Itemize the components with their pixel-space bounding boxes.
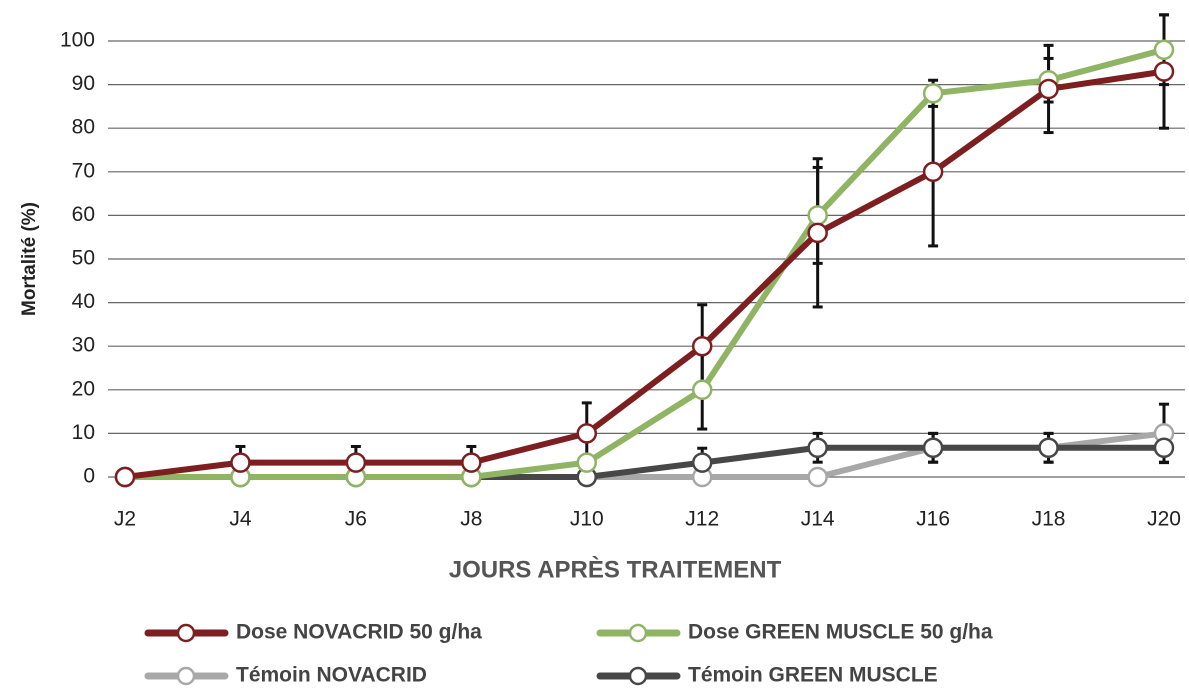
legend-label: Dose GREEN MUSCLE 50 g/ha [688,621,993,644]
point [807,437,828,459]
point [1153,39,1175,60]
x-tick-label: J8 [460,508,482,531]
point [230,452,251,473]
point [345,452,367,473]
x-tick-label: J4 [229,508,252,531]
legend-marker [176,623,196,643]
point [576,452,598,473]
point [807,222,828,244]
point [807,205,828,226]
legend-marker [628,666,648,686]
point [1038,437,1059,459]
legend-label: Dose NOVACRID 50 g/ha [236,621,482,644]
point [576,423,598,444]
x-tick-label: J16 [916,508,950,531]
point [691,452,713,473]
y-tick-label: 90 [72,72,95,95]
y-tick-label: 100 [60,29,95,52]
legend-label: Témoin NOVACRID [236,664,427,687]
x-tick-label: J2 [114,508,136,531]
y-tick-label: 30 [72,334,95,357]
y-tick-label: 0 [83,465,95,488]
point [691,379,713,401]
point [114,466,136,488]
legend-label: Témoin GREEN MUSCLE [688,664,938,687]
x-tick-label: J6 [345,508,367,531]
x-tick-label: J18 [1032,508,1066,531]
series-line [125,46,1165,480]
y-tick-label: 20 [72,377,95,400]
point [1153,437,1175,459]
y-axis-title: Mortalité (%) [19,202,40,316]
y-tick-label: 60 [72,203,95,226]
point [1038,78,1059,100]
x-axis-title: JOURS APRÈS TRAITEMENT [449,555,782,583]
point [922,161,944,183]
x-tick-label: J10 [570,508,604,531]
x-tick-label: J14 [801,508,835,531]
y-tick-label: 80 [72,116,95,139]
point [922,437,944,459]
point [807,466,828,488]
x-tick-label: J20 [1147,508,1181,531]
y-tick-label: 10 [72,421,95,444]
series-line [124,68,1165,480]
legend-marker [176,666,196,686]
point [922,83,944,104]
point [1153,61,1175,82]
point [461,452,482,473]
point [691,335,713,357]
y-tick-label: 50 [72,247,95,270]
y-tick-label: 40 [72,290,95,313]
y-tick-label: 70 [72,159,95,182]
legend-marker [628,623,648,643]
x-tick-label: J12 [685,508,719,531]
